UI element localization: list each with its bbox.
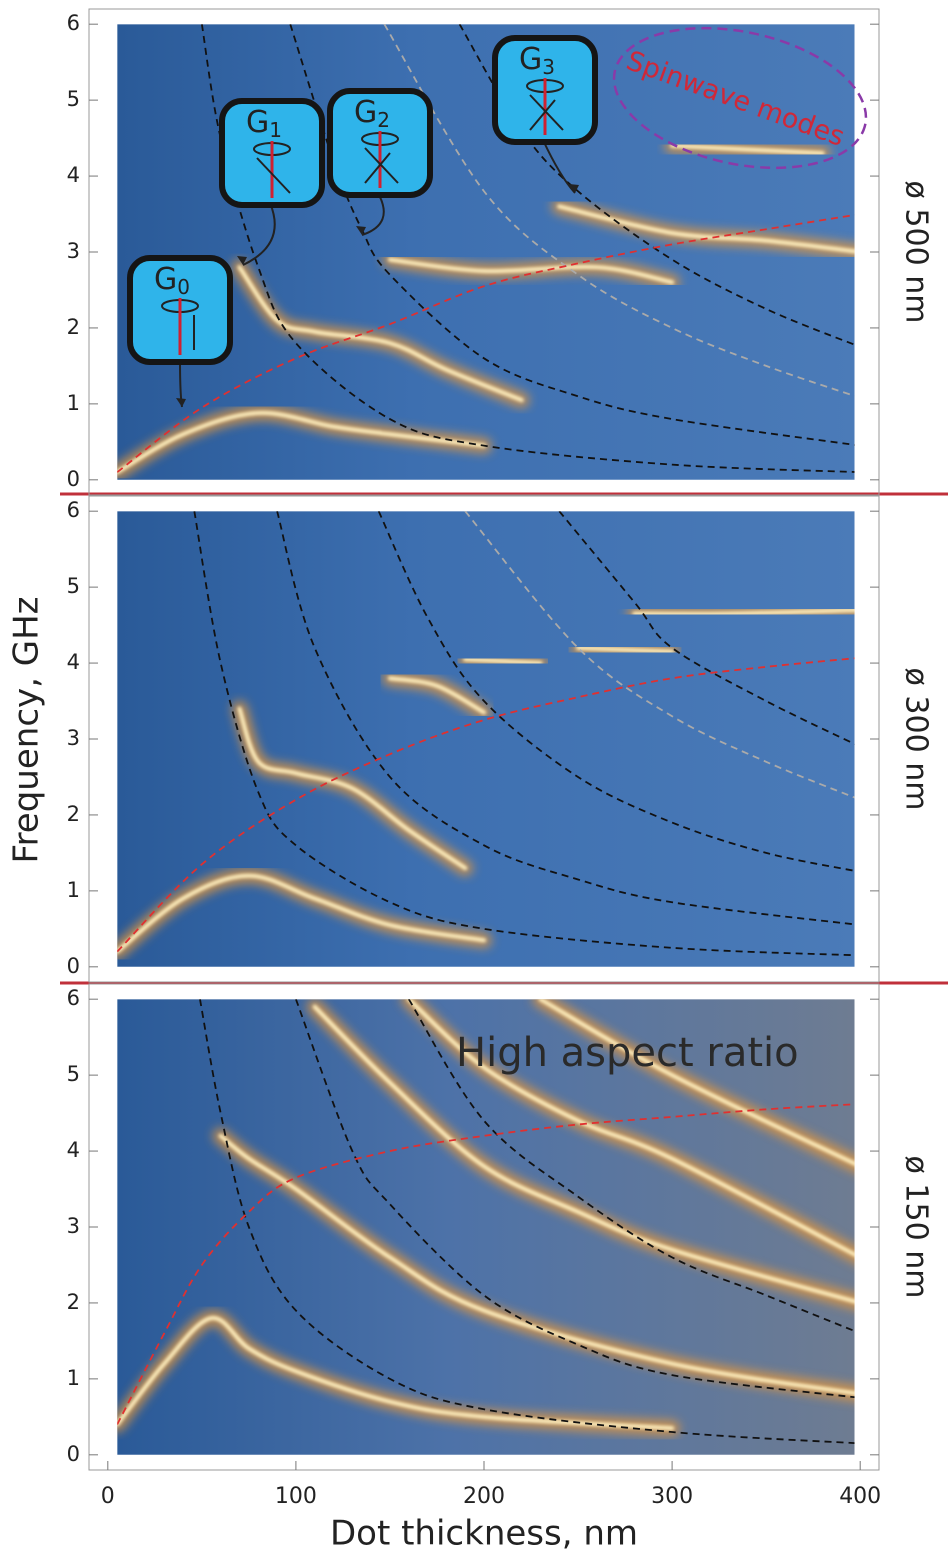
side-label: ø 150 nm	[899, 1156, 934, 1299]
y-tick-label: 5	[67, 87, 80, 111]
y-tick-label: 5	[67, 574, 80, 598]
mode-band	[117, 410, 486, 475]
arrow	[542, 139, 576, 194]
x-tick-label: 400	[839, 1484, 881, 1509]
curve	[295, 999, 855, 1399]
plot-area	[117, 999, 855, 1455]
mode-name: G	[246, 105, 269, 140]
y-tick-label: 5	[67, 1062, 80, 1086]
curve	[200, 24, 855, 473]
mode-band	[312, 1004, 855, 1304]
arrow-head	[569, 184, 579, 193]
panel: 0 1 2 3 4 5 6 ø 300 nm	[67, 495, 934, 983]
curve	[199, 999, 855, 1444]
mode-band	[117, 1316, 675, 1431]
y-tick-label: 6	[67, 986, 80, 1010]
y-tick-label: 1	[67, 1366, 80, 1390]
curve	[289, 24, 855, 446]
y-tick-label: 2	[67, 315, 80, 339]
curve	[407, 999, 855, 1333]
arrow	[242, 202, 276, 266]
y-tick-label: 3	[67, 726, 80, 750]
mode-name: G	[519, 42, 542, 77]
arrow-head	[237, 256, 247, 265]
side-label: ø 300 nm	[899, 668, 934, 811]
y-tick-label: 1	[67, 391, 80, 415]
arrow-head	[176, 398, 186, 407]
heatmap-background	[117, 511, 855, 967]
mode-band	[670, 143, 825, 156]
mode-icon: G1	[219, 98, 325, 266]
spinwave-ellipse	[612, 26, 868, 170]
mode-label: G2	[354, 95, 390, 132]
y-tick-label: 2	[67, 1290, 80, 1314]
arrow-head	[356, 226, 366, 235]
mode-subscript: 2	[377, 108, 390, 132]
curve	[276, 511, 855, 926]
x-tick-label: 200	[463, 1484, 505, 1509]
y-tick-label: 3	[67, 239, 80, 263]
side-label: ø 500 nm	[899, 181, 934, 324]
mode-band	[538, 999, 855, 1166]
y-tick-label: 3	[67, 1214, 80, 1238]
y-tick-label: 4	[67, 650, 80, 674]
mode-icon: G0	[127, 255, 233, 408]
mode-subscript: 0	[177, 275, 190, 299]
y-tick-label: 0	[67, 954, 80, 978]
y-tick-label: 6	[67, 11, 80, 35]
mode-band	[576, 645, 675, 654]
mode-band	[237, 706, 468, 871]
profile-glyph	[529, 94, 564, 131]
mode-name: G	[154, 262, 177, 297]
panel: 0 1 2 3 4 5 6 0 100 200 300 400 ø 150 nm	[67, 983, 934, 1509]
y-axis-label: Frequency, GHz	[7, 596, 47, 863]
x-tick-label: 0	[101, 1484, 115, 1509]
y-tick-label: 6	[67, 498, 80, 522]
y-tick-label: 0	[67, 467, 80, 491]
mode-band	[387, 676, 486, 715]
curve	[383, 24, 855, 397]
mode-icon: G2	[327, 88, 433, 236]
aspect-label: High aspect ratio	[456, 1030, 799, 1076]
y-tick-label: 0	[67, 1442, 80, 1466]
curve	[117, 1103, 855, 1425]
x-axis-label: Dot thickness, nm	[330, 1514, 638, 1554]
x-tick-label: 100	[275, 1484, 317, 1509]
mode-label: G3	[519, 42, 555, 79]
mode-name: G	[354, 95, 377, 130]
plot-area	[117, 511, 855, 967]
curve	[193, 511, 855, 957]
mode-band	[632, 608, 855, 616]
mode-subscript: 3	[542, 55, 555, 79]
mode-band	[463, 657, 543, 666]
profile-glyph	[256, 157, 291, 194]
mode-icon: G3	[492, 35, 598, 194]
mode-band	[117, 873, 486, 954]
mode-band	[218, 1133, 855, 1396]
mode-label: G1	[246, 105, 282, 142]
y-tick-label: 1	[67, 878, 80, 902]
curve	[117, 214, 855, 473]
mode-label: G0	[154, 262, 190, 299]
mode-band	[387, 257, 675, 285]
profile-glyph	[364, 147, 399, 184]
y-tick-label: 4	[67, 163, 80, 187]
y-tick-label: 4	[67, 1138, 80, 1162]
curve	[464, 511, 855, 799]
curve	[377, 511, 855, 872]
x-tick-label: 300	[651, 1484, 693, 1509]
y-tick-label: 2	[67, 802, 80, 826]
curve	[558, 511, 855, 745]
mode-subscript: 1	[269, 118, 282, 142]
